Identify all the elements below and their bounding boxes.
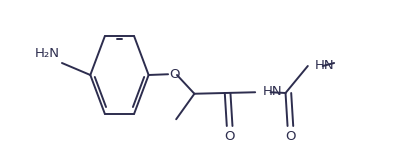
Text: O: O — [169, 68, 180, 81]
Text: O: O — [224, 130, 235, 144]
Text: HN: HN — [262, 85, 282, 98]
Text: H₂N: H₂N — [35, 47, 60, 60]
Text: HN: HN — [314, 59, 334, 72]
Text: O: O — [285, 130, 296, 144]
